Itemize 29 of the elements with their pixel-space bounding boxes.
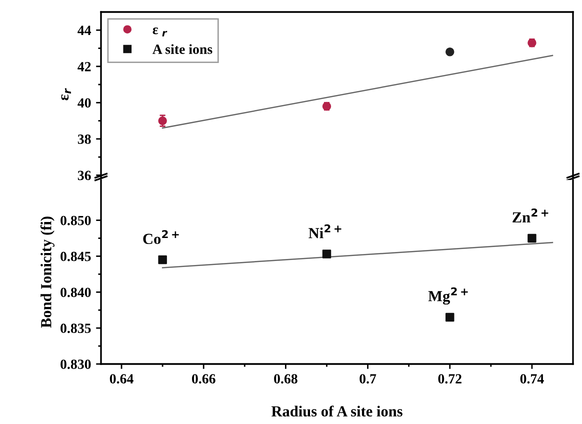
- x-tick-label: 0.7: [360, 374, 376, 384]
- y-tick-label: 42: [78, 62, 91, 72]
- point: [158, 255, 167, 264]
- y-tick-label: 40: [78, 98, 91, 108]
- y-tick-label: 0.840: [60, 288, 91, 298]
- y-tick-label: 0.845: [60, 252, 91, 262]
- point: [446, 312, 454, 322]
- y-axis-title: Bond Ionicity (fi): [40, 216, 54, 328]
- x-axis-title: Radius of A site ions: [271, 406, 402, 417]
- annotation: Co$^{2+}$: [143, 230, 179, 244]
- y-tick-label: 38: [78, 134, 91, 144]
- x-tick-label: 0.64: [110, 374, 134, 384]
- y-axis-title: ε$_{r}$: [61, 88, 71, 100]
- x-tick-label: 0.72: [438, 374, 462, 384]
- point: [528, 234, 536, 243]
- annotation: Ni$^{2+}$: [308, 224, 342, 238]
- y-tick-label: 0.835: [60, 324, 91, 334]
- legend-label: ε $_{r}$: [152, 28, 168, 36]
- x-tick-label: 0.68: [274, 374, 298, 384]
- y-tick-label: 44: [78, 26, 92, 35]
- point: [322, 250, 332, 258]
- y-tick-label: 0.850: [60, 216, 91, 226]
- y-tick-label: 36: [78, 170, 91, 180]
- x-tick-label: 0.66: [192, 374, 216, 384]
- x-tick-label: 0.74: [520, 374, 544, 384]
- y-tick-label: 0.830: [60, 360, 91, 370]
- annotation: Mg$^{2+}$: [428, 287, 468, 305]
- legend-label: A site ions: [152, 44, 212, 54]
- annotation: Zn$^{2+}$: [512, 208, 548, 222]
